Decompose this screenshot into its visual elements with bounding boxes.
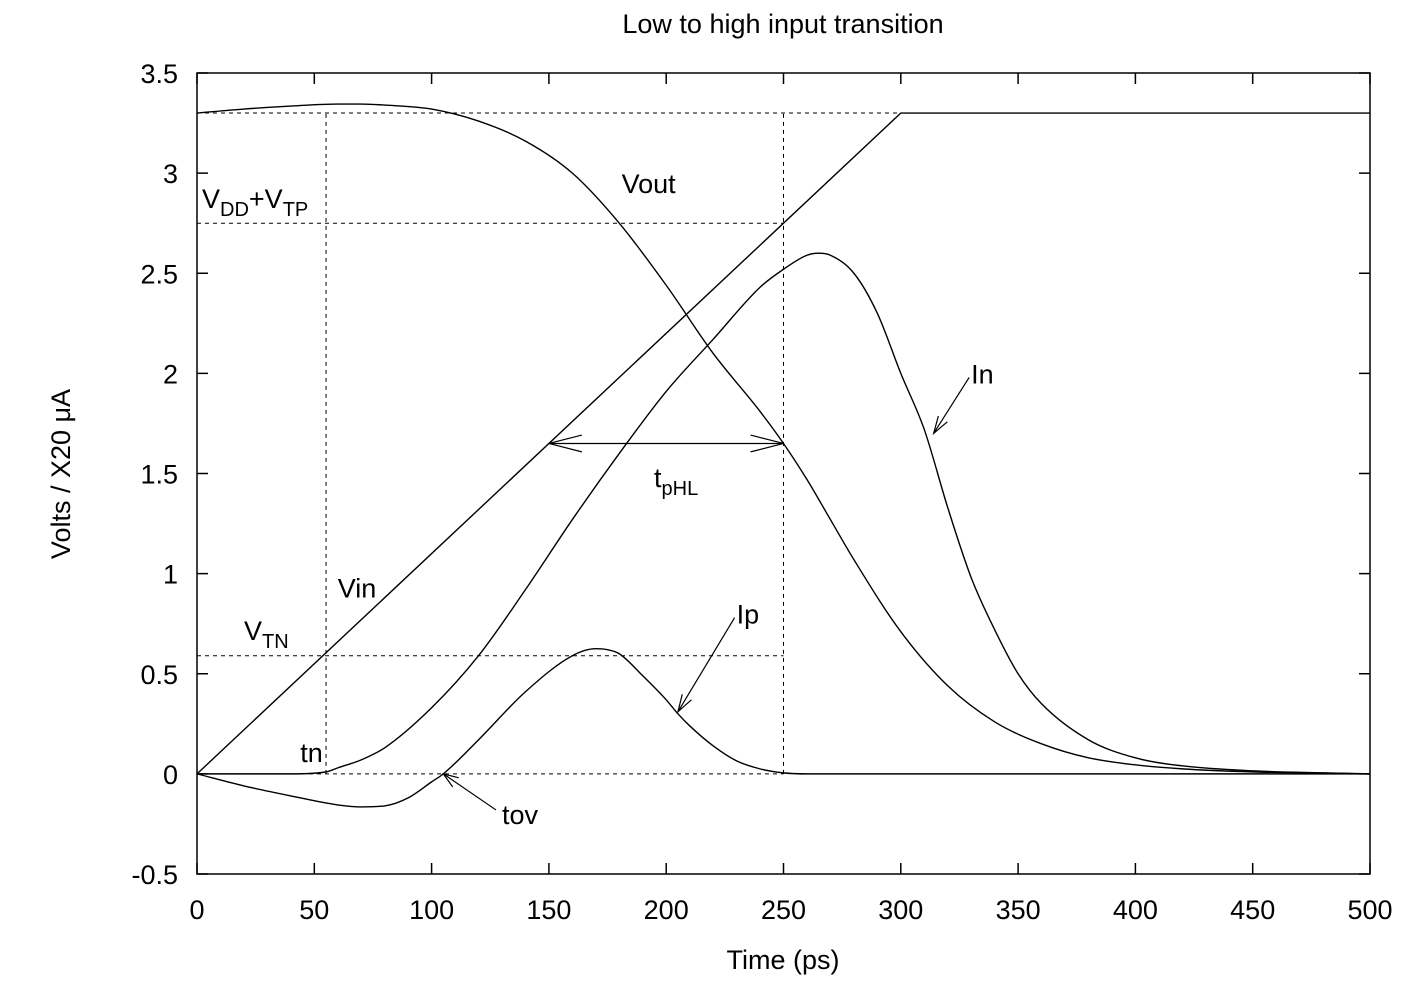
y-tick-label: 0 xyxy=(163,760,178,790)
tov-arrow xyxy=(442,773,497,811)
annotation-tov: tov xyxy=(502,800,539,830)
arrowhead-in xyxy=(932,415,948,436)
y-tick-label: 2 xyxy=(163,359,178,389)
label-vdd-vtp-part: TP xyxy=(283,199,309,221)
tphl-arrowhead-right xyxy=(750,434,784,453)
tov-arrowhead xyxy=(441,772,459,788)
x-tick-label: 300 xyxy=(878,895,923,925)
annotation-ip: Ip xyxy=(737,600,760,630)
label-vtn: VTN xyxy=(244,616,289,653)
data-series xyxy=(196,103,1371,808)
x-tick-label: 100 xyxy=(409,895,454,925)
y-tick-label: -0.5 xyxy=(131,860,178,890)
series-in-line xyxy=(197,252,1371,775)
annotation-vout: Vout xyxy=(622,169,677,199)
x-tick-label: 500 xyxy=(1347,895,1392,925)
label-vdd-vtp: VDD+VTP xyxy=(202,184,308,221)
annotation-vin: Vin xyxy=(338,574,377,604)
x-tick-label: 250 xyxy=(761,895,806,925)
series-vout-line xyxy=(196,103,1371,775)
y-tick-label: 3 xyxy=(163,159,178,189)
x-tick-label: 400 xyxy=(1113,895,1158,925)
chart-title: Low to high input transition xyxy=(622,9,943,39)
x-tick-label: 50 xyxy=(299,895,329,925)
label-vtn-part: TN xyxy=(262,631,289,653)
arrowhead-ip xyxy=(676,694,692,714)
label-vdd-vtp-part: V xyxy=(202,184,220,214)
annotation-tn: tn xyxy=(300,738,323,768)
x-tick-label: 0 xyxy=(189,895,204,925)
y-tick-label: 0.5 xyxy=(140,660,178,690)
annotation-in: In xyxy=(971,359,994,389)
y-axis-label: Volts / X20 μA xyxy=(46,389,76,559)
y-tick-label: 1.5 xyxy=(140,460,178,490)
x-tick-label: 200 xyxy=(644,895,689,925)
label-tphl-part: pHL xyxy=(662,478,699,500)
annotation-arrow-ip xyxy=(677,617,736,713)
series-vin-line xyxy=(196,112,1370,775)
label-vdd-vtp-part: +V xyxy=(249,184,283,214)
label-vtn-part: V xyxy=(244,616,262,646)
tphl-arrowhead-left xyxy=(548,434,582,453)
x-axis-label: Time (ps) xyxy=(727,945,840,975)
y-tick-label: 3.5 xyxy=(140,59,178,89)
x-tick-label: 150 xyxy=(526,895,571,925)
annotation-arrow-in xyxy=(933,377,970,434)
label-tphl-part: t xyxy=(654,463,662,493)
series-ip-line xyxy=(196,648,1370,808)
y-tick-label: 1 xyxy=(163,560,178,590)
x-tick-label: 350 xyxy=(996,895,1041,925)
label-tphl: tpHL xyxy=(654,463,698,500)
label-vdd-vtp-part: DD xyxy=(220,199,249,221)
y-tick-label: 2.5 xyxy=(140,259,178,289)
axis-ticks: 0 50 100 150 200 250 300 350 400 450 500 -0.5 0 0.5 1 1… xyxy=(131,59,1392,925)
x-tick-label: 450 xyxy=(1230,895,1275,925)
